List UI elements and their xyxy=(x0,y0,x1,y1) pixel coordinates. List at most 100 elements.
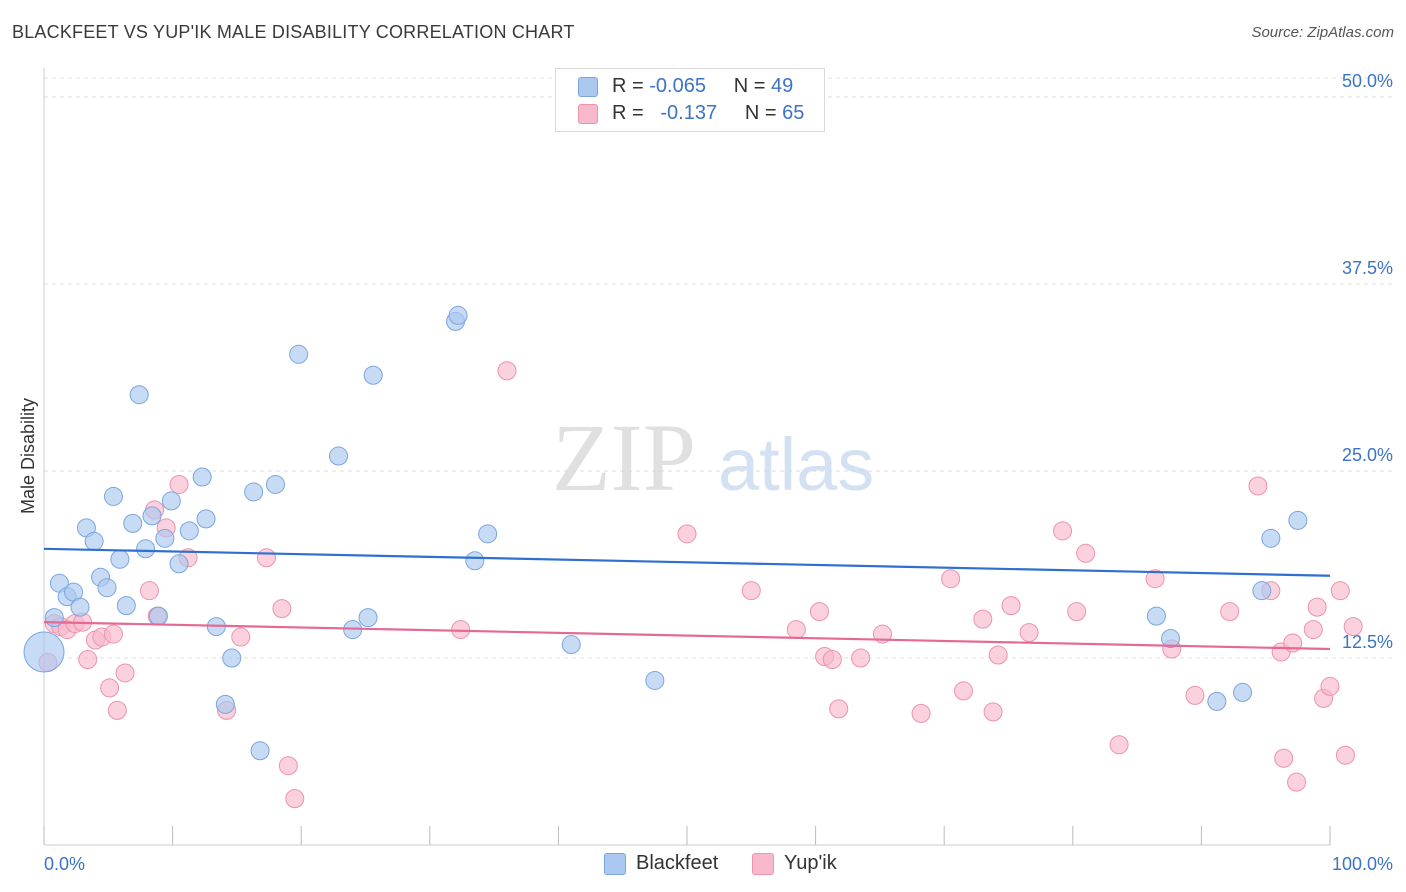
data-point-yupik xyxy=(100,678,120,698)
data-point-yupik xyxy=(1303,620,1323,640)
data-point-yupik xyxy=(851,648,871,668)
data-point-yupik xyxy=(231,627,251,647)
data-point-blackfeet xyxy=(265,474,285,494)
data-point-blackfeet xyxy=(1146,606,1166,626)
chart-title: BLACKFEET VS YUP'IK MALE DISABILITY CORR… xyxy=(12,22,575,42)
data-point-yupik xyxy=(115,663,135,683)
data-point-blackfeet xyxy=(129,385,149,405)
data-point-yupik xyxy=(1019,623,1039,643)
data-point-yupik xyxy=(278,756,298,776)
data-point-blackfeet xyxy=(645,670,665,690)
data-point-yupik xyxy=(973,609,993,629)
trend-line-blackfeet xyxy=(43,547,1331,577)
data-point-yupik xyxy=(1248,476,1268,496)
series-label-blackfeet: Blackfeet xyxy=(636,852,719,874)
data-point-blackfeet xyxy=(179,521,199,541)
legend-text-blackfeet: R = -0.065 N = 49 xyxy=(612,75,793,98)
legend-text-yupik: R = -0.137 N = 65 xyxy=(612,102,804,125)
data-point-blackfeet xyxy=(465,551,485,571)
y-axis-title: Male Disability xyxy=(18,398,38,514)
data-point-blackfeet xyxy=(448,305,468,325)
data-point-blackfeet xyxy=(148,606,168,626)
legend-n-value: 49 xyxy=(771,75,794,97)
series-swatch-yupik xyxy=(752,853,774,875)
data-point-blackfeet xyxy=(250,741,270,761)
trend-layer xyxy=(43,547,1331,651)
data-point-blackfeet xyxy=(1161,629,1181,649)
data-point-yupik xyxy=(103,624,123,644)
trend-line-yupik xyxy=(43,620,1331,651)
data-point-yupik xyxy=(677,524,697,544)
data-point-yupik xyxy=(1067,602,1087,622)
data-point-blackfeet xyxy=(110,549,130,569)
data-point-blackfeet xyxy=(561,635,581,655)
legend-r-value: -0.137 xyxy=(660,102,718,124)
data-point-blackfeet xyxy=(196,509,216,529)
data-point-yupik xyxy=(786,620,806,640)
points-layer xyxy=(23,103,1363,809)
data-point-yupik xyxy=(988,645,1008,665)
data-point-yupik xyxy=(1145,569,1165,589)
correlation-legend: R = -0.065 N = 49 R = -0.137 N = 65 xyxy=(555,68,825,132)
data-point-yupik xyxy=(829,699,849,719)
data-point-yupik xyxy=(285,789,305,809)
x-tick-label-min: 0.0% xyxy=(44,854,85,874)
data-point-blackfeet xyxy=(1261,528,1281,548)
data-point-blackfeet xyxy=(155,528,175,548)
data-point-blackfeet xyxy=(70,597,90,617)
data-point-blackfeet xyxy=(1233,682,1253,702)
data-point-blackfeet xyxy=(1288,510,1308,530)
data-point-blackfeet xyxy=(478,524,498,544)
data-point-yupik xyxy=(911,703,931,723)
data-point-blackfeet xyxy=(363,365,383,385)
data-point-yupik xyxy=(1220,602,1240,622)
y-tick-label: 50.0% xyxy=(1342,71,1393,91)
data-point-yupik xyxy=(1185,685,1205,705)
legend-r-value: -0.065 xyxy=(649,75,706,97)
data-point-yupik xyxy=(1076,543,1096,563)
data-point-yupik xyxy=(953,681,973,701)
data-point-blackfeet xyxy=(84,531,104,551)
data-point-blackfeet xyxy=(44,608,64,628)
data-point-blackfeet xyxy=(161,491,181,511)
data-point-yupik xyxy=(451,620,471,640)
y-tick-label: 37.5% xyxy=(1342,258,1393,278)
data-point-yupik xyxy=(1330,581,1350,601)
y-tick-label: 25.0% xyxy=(1342,445,1393,465)
data-point-yupik xyxy=(983,702,1003,722)
data-point-blackfeet xyxy=(222,648,242,668)
data-point-yupik xyxy=(107,700,127,720)
data-point-blackfeet xyxy=(244,482,264,502)
data-point-blackfeet xyxy=(1252,581,1272,601)
watermark-atlas: atlas xyxy=(718,423,874,506)
data-point-blackfeet xyxy=(23,631,65,673)
data-point-blackfeet xyxy=(142,506,162,526)
chart-source: Source: ZipAtlas.com xyxy=(1251,24,1394,41)
data-point-yupik xyxy=(741,581,761,601)
data-point-blackfeet xyxy=(123,513,143,533)
data-point-yupik xyxy=(1307,597,1327,617)
data-point-yupik xyxy=(78,649,98,669)
data-point-blackfeet xyxy=(192,467,212,487)
data-point-yupik xyxy=(256,548,276,568)
y-tick-label: 12.5% xyxy=(1342,632,1393,652)
legend-n-label: N = xyxy=(733,75,766,97)
data-point-yupik xyxy=(139,581,159,601)
data-point-yupik xyxy=(1109,735,1129,755)
axis-layer: 12.5% 25.0% 37.5% 50.0% xyxy=(43,68,1393,846)
data-point-blackfeet xyxy=(136,539,156,559)
series-label-yupik: Yup'ik xyxy=(784,852,837,874)
data-point-yupik xyxy=(1343,617,1363,637)
data-point-yupik xyxy=(809,602,829,622)
data-point-yupik xyxy=(822,649,842,669)
legend-swatch-blackfeet xyxy=(578,77,598,97)
series-legend: Blackfeet Yup'ik xyxy=(604,852,864,876)
data-point-blackfeet xyxy=(215,694,235,714)
x-tick-label-max: 100.0% xyxy=(1332,854,1393,874)
data-point-yupik xyxy=(497,361,517,381)
data-point-blackfeet xyxy=(289,344,309,364)
data-point-yupik xyxy=(1274,748,1294,768)
data-point-blackfeet xyxy=(103,486,123,506)
data-point-blackfeet xyxy=(97,578,117,598)
